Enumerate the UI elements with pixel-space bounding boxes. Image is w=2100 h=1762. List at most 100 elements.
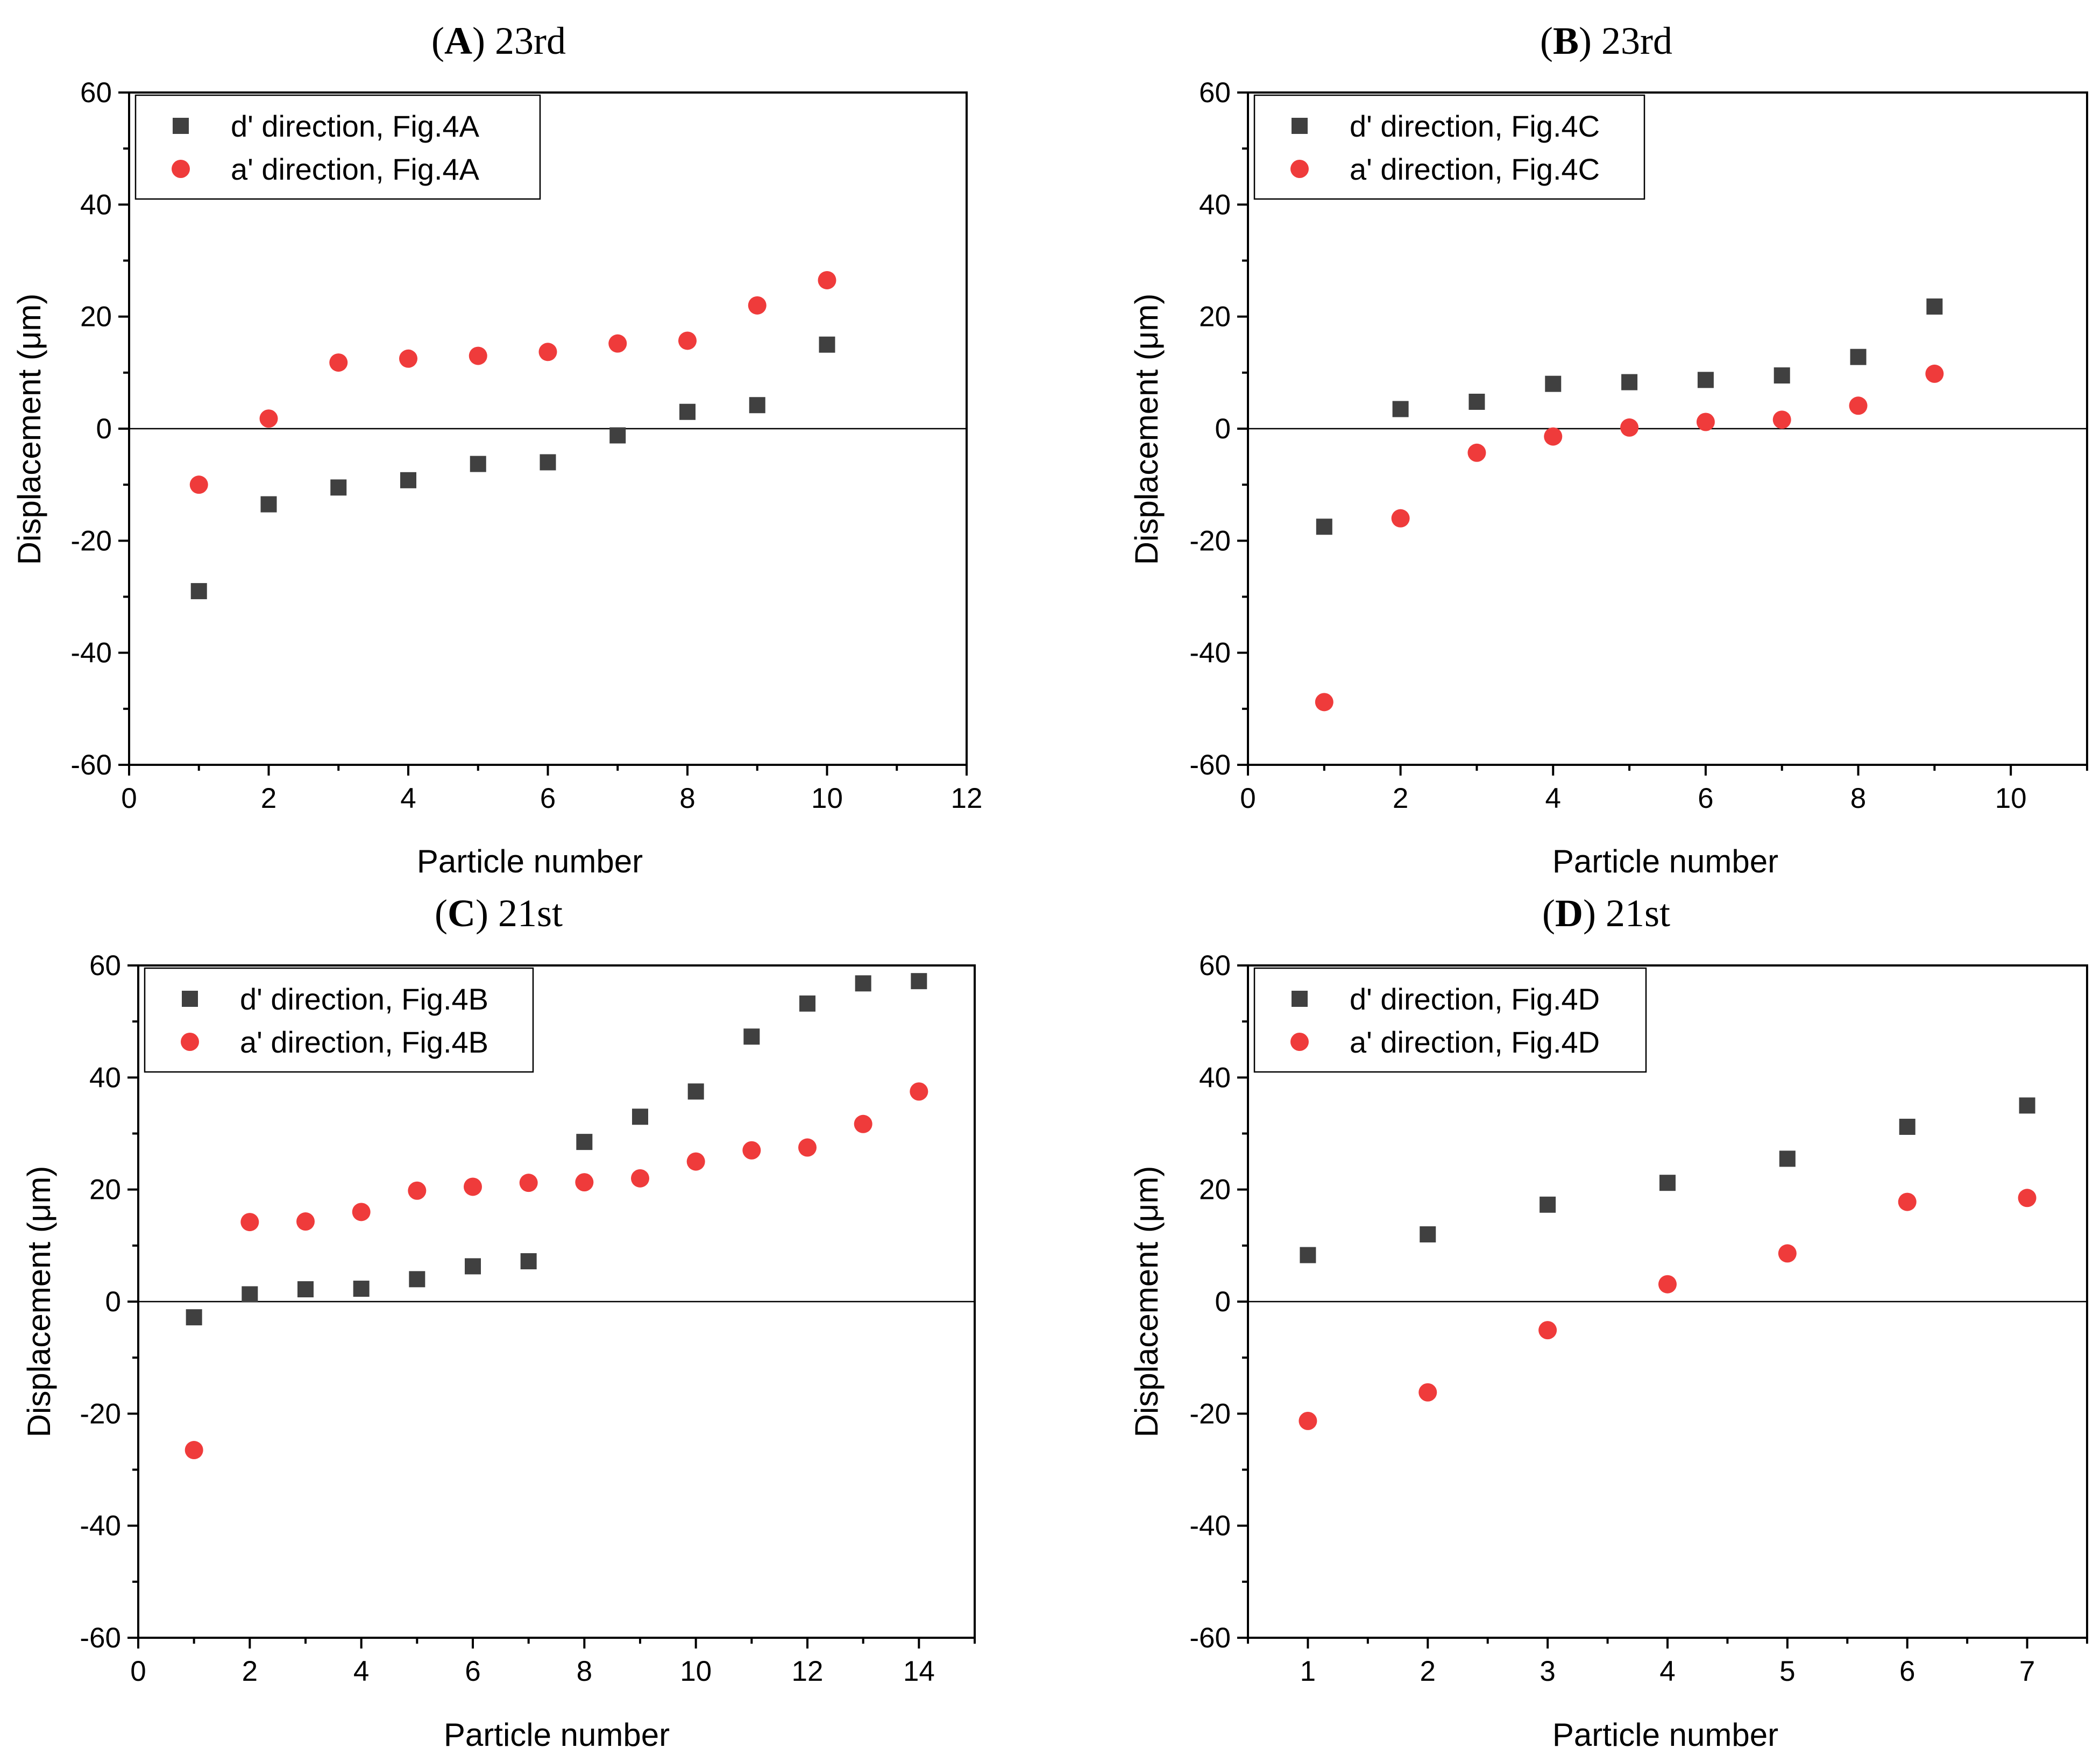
panel-c-xtick-label: 14 — [903, 1656, 935, 1687]
panel-c-title: (C) 21st — [435, 892, 563, 935]
panel-b-a-point — [1849, 396, 1868, 415]
panel-a-legend-label: d' direction, Fig.4A — [231, 109, 480, 143]
panel-b-legend — [1253, 94, 1645, 200]
panel-d-a-point — [1778, 1244, 1797, 1263]
panel-c-a-point — [686, 1152, 705, 1171]
panel-a-a-point — [469, 346, 487, 365]
panel-a-legend-circle-icon — [172, 160, 190, 178]
panel-c-xtick-label: 0 — [130, 1656, 146, 1687]
panel-a-legend — [134, 94, 541, 200]
panel-c-a-point — [575, 1173, 594, 1192]
panel-a-d-point — [470, 456, 486, 472]
panel-a-xtick-label: 4 — [400, 783, 416, 814]
panel-c-a-point — [408, 1181, 427, 1200]
panel-d-a-point — [1418, 1383, 1437, 1402]
panel-c-d-point — [911, 973, 927, 990]
panel-b-xtick-label: 4 — [1545, 783, 1561, 814]
panel-a-ytick-label: 60 — [80, 77, 112, 109]
panel-c-a-point — [464, 1177, 482, 1196]
panel-a-xtick-label: 10 — [811, 783, 843, 814]
panel-c-d-point — [687, 1083, 704, 1100]
panel-a-a-point — [329, 353, 348, 372]
panel-a-a-point — [678, 331, 697, 350]
panel-c-xlabel: Particle number — [444, 1717, 670, 1753]
panel-c-d-point — [855, 975, 871, 992]
panel-c-d-point — [242, 1286, 258, 1303]
panel-c-legend — [144, 967, 534, 1073]
panel-b-ytick-label: -60 — [1189, 749, 1231, 781]
panel-a-a-point — [818, 271, 836, 289]
panel-d-legend — [1253, 967, 1647, 1073]
panel-c-legend-square-icon — [182, 991, 198, 1007]
panel-d-ytick-label: 0 — [1215, 1286, 1231, 1318]
panel-b-ytick-label: -20 — [1189, 525, 1231, 557]
panel-d-a-point — [1658, 1275, 1677, 1294]
panel-b-xlabel: Particle number — [1552, 843, 1778, 879]
panel-c-legend-circle-icon — [181, 1033, 199, 1051]
panel-c-ytick-label: 20 — [89, 1174, 121, 1206]
panel-b-xtick-label: 6 — [1698, 783, 1713, 814]
panel-d-legend-circle-icon — [1290, 1033, 1309, 1051]
panel-d-a-point — [1898, 1192, 1917, 1211]
panel-c-ytick-label: -60 — [80, 1622, 121, 1654]
panel-c-d-point — [353, 1281, 370, 1297]
panel-b-legend-square-icon — [1292, 118, 1308, 134]
panel-c-a-point — [854, 1114, 872, 1133]
panel-a-d-point — [540, 454, 556, 471]
panel-d-xtick-label: 2 — [1420, 1656, 1436, 1687]
panel-d-xtick-label: 6 — [1899, 1656, 1915, 1687]
panel-d-title: (D) 21st — [1542, 892, 1670, 935]
panel-d-ytick-label: -60 — [1189, 1622, 1231, 1654]
panel-a-a-point — [189, 475, 208, 494]
panel-a-ylabel: Displacement (μm) — [11, 294, 47, 565]
panel-d-d-point — [1420, 1226, 1436, 1242]
panel-b-ytick-label: 20 — [1199, 301, 1231, 333]
panel-d-xlabel: Particle number — [1552, 1717, 1778, 1753]
panel-c-xtick-label: 6 — [465, 1656, 480, 1687]
panel-d-legend-square-icon — [1292, 991, 1308, 1007]
panel-c-ytick-label: -40 — [80, 1510, 121, 1542]
panel-b-d-point — [1545, 375, 1562, 392]
panel-a-d-point — [400, 472, 416, 488]
panel-a-a-point — [608, 334, 627, 353]
panel-d-ytick-label: 20 — [1199, 1174, 1231, 1206]
panel-b-a-point — [1315, 693, 1333, 712]
panel-b-d-point — [1621, 374, 1638, 390]
panel-a-ytick-label: 20 — [80, 301, 112, 333]
panel-a-ytick-label: 40 — [80, 189, 112, 221]
panel-b-d-point — [1926, 298, 1943, 315]
panel-b-legend-circle-icon — [1290, 160, 1309, 178]
panel-d-legend-label: d' direction, Fig.4D — [1350, 982, 1600, 1016]
panel-c-d-point — [743, 1028, 760, 1045]
panel-b-legend-label: a' direction, Fig.4C — [1350, 152, 1600, 186]
panel-d-xtick-label: 1 — [1300, 1656, 1316, 1687]
panel-b-ytick-label: 40 — [1199, 189, 1231, 221]
panel-d-d-point — [2019, 1097, 2035, 1114]
panel-d-d-point — [1899, 1119, 1915, 1135]
panel-b-d-point — [1697, 372, 1714, 388]
panel-c-d-point — [632, 1109, 648, 1125]
panel-c-a-point — [742, 1141, 761, 1160]
panel-a-a-point — [538, 343, 557, 361]
panel-c-a-point — [910, 1082, 928, 1101]
panel-c-a-point — [631, 1169, 649, 1188]
panel-b-a-point — [1772, 410, 1791, 429]
panel-c-xtick-label: 4 — [353, 1656, 369, 1687]
panel-a-xlabel: Particle number — [417, 843, 643, 879]
panel-b-a-point — [1620, 418, 1639, 437]
panel-c-ytick-label: 40 — [89, 1062, 121, 1093]
panel-b-legend-label: d' direction, Fig.4C — [1350, 109, 1600, 143]
panel-c: (C) 21st Particle number Displacement (μ… — [21, 892, 976, 1753]
panel-d-a-point — [1538, 1321, 1557, 1340]
panel-a-d-point — [819, 336, 835, 353]
panel-c-xtick-label: 12 — [792, 1656, 824, 1687]
panel-b-xtick-label: 2 — [1393, 783, 1408, 814]
panel-c-ytick-label: -20 — [80, 1398, 121, 1430]
panel-c-ylabel: Displacement (μm) — [21, 1166, 57, 1438]
panel-b-d-point — [1468, 394, 1485, 410]
panel-b-a-point — [1391, 509, 1410, 528]
panel-c-legend-label: d' direction, Fig.4B — [240, 982, 488, 1016]
panel-a-a-point — [259, 409, 278, 428]
panel-c-d-point — [186, 1309, 202, 1326]
panel-a-xtick-label: 0 — [121, 783, 137, 814]
